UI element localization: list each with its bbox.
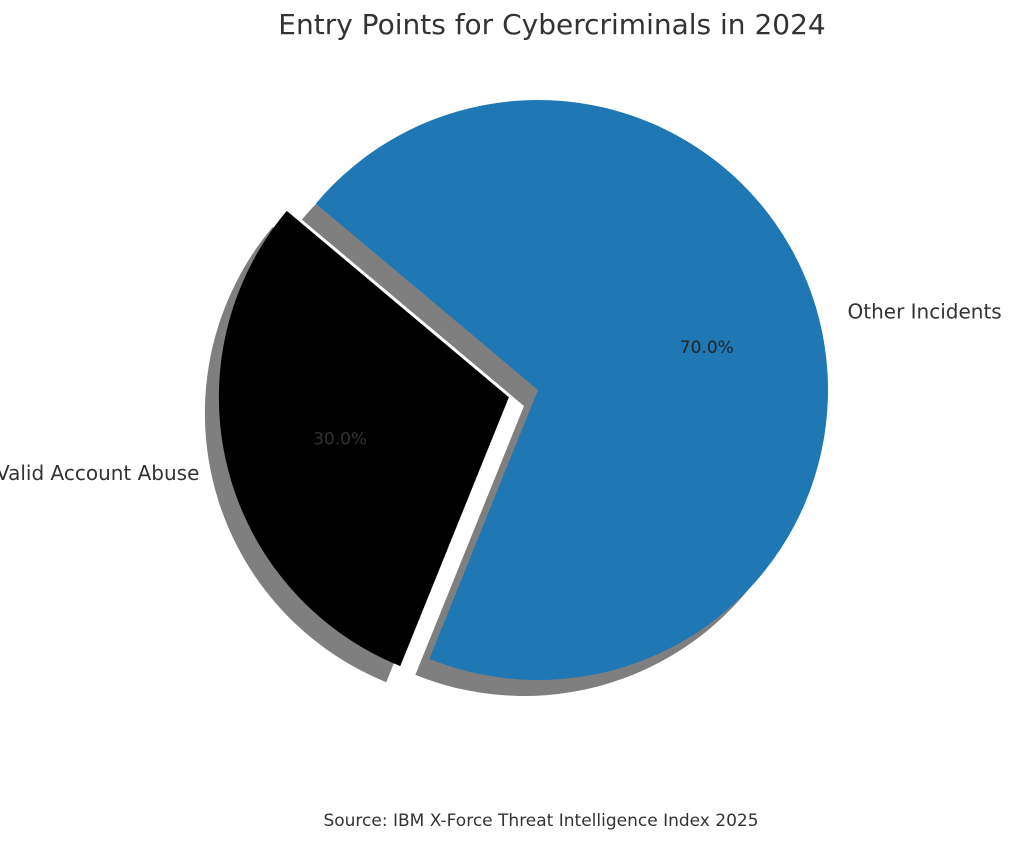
slice-other-incidents	[315, 99, 829, 680]
pie-slices	[218, 99, 829, 680]
source-note: Source: IBM X-Force Threat Intelligence …	[323, 811, 758, 831]
slice-valid-account-abuse	[218, 210, 509, 667]
pct-label-valid-account-abuse: 30.0%	[313, 429, 367, 449]
chart-title: Entry Points for Cybercriminals in 2024	[278, 8, 825, 41]
slice-label-valid-account-abuse: Valid Account Abuse	[0, 461, 199, 485]
pct-label-other-incidents: 70.0%	[680, 338, 734, 358]
slice-label-other-incidents: Other Incidents	[848, 299, 1002, 323]
